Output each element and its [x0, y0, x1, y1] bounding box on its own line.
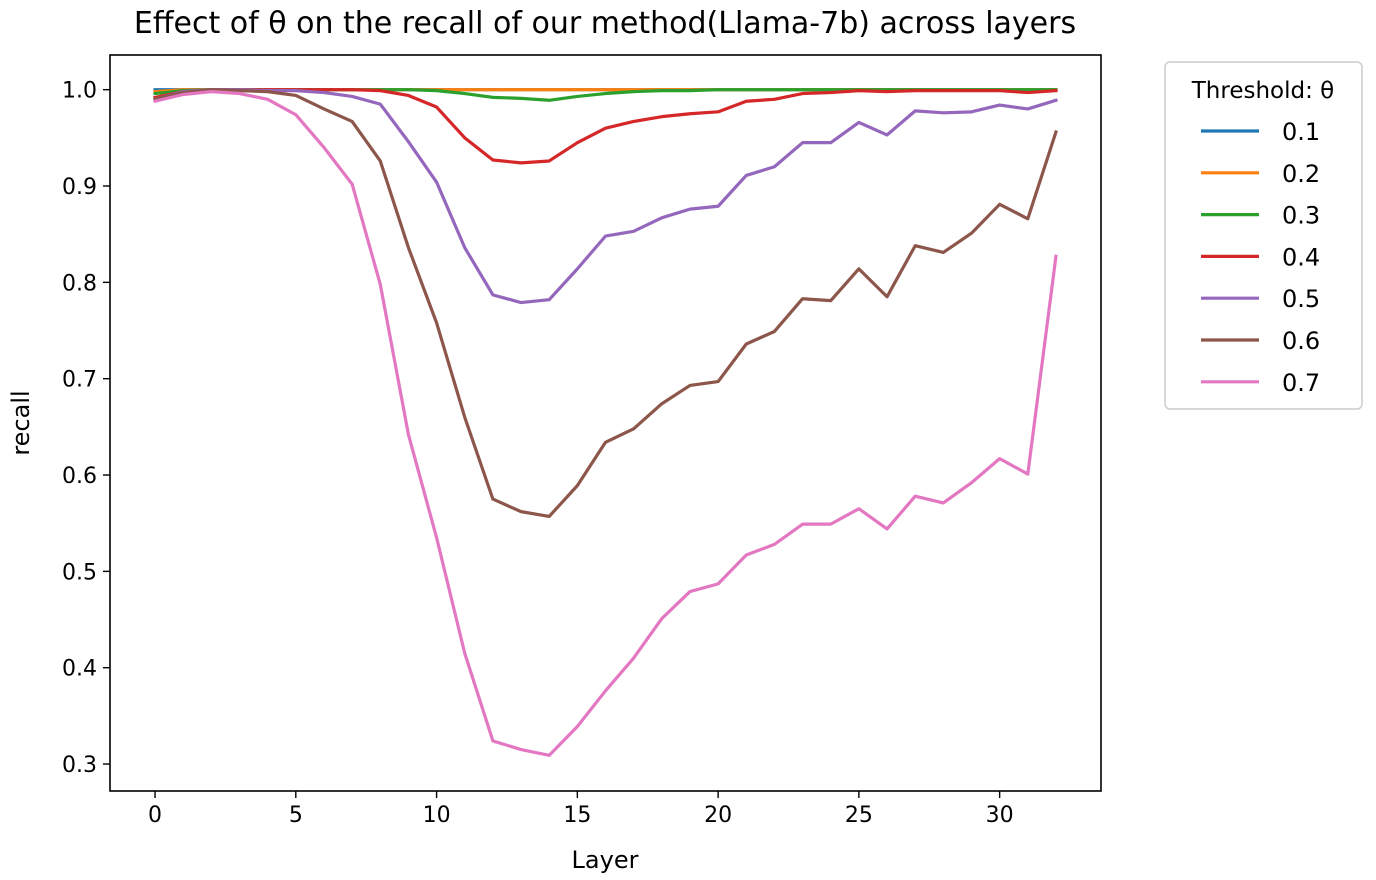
legend-label: 0.3	[1282, 202, 1320, 230]
legend-label: 0.5	[1282, 285, 1320, 313]
x-tick-label: 10	[423, 803, 451, 828]
legend-item-0-3: 0.3	[1201, 202, 1320, 230]
legend-label: 0.6	[1282, 327, 1320, 355]
legend-item-0-6: 0.6	[1201, 327, 1320, 355]
legend-item-0-2: 0.2	[1201, 160, 1320, 188]
legend-label: 0.2	[1282, 160, 1320, 188]
plot-area: 0 5 10 15 20 25 30 0.3 0.4 0.5 0.6 0.7 0.8 0.9 1.0	[62, 54, 1102, 828]
legend-box	[1164, 61, 1363, 410]
legend-label: 0.1	[1282, 118, 1320, 146]
series-line-0-6	[153, 88, 1058, 519]
legend-label: 0.4	[1282, 243, 1320, 271]
legend-item-0-4: 0.4	[1201, 243, 1320, 271]
x-tick-label: 20	[704, 803, 732, 828]
y-tick-label: 0.7	[62, 368, 97, 393]
x-tick-label: 25	[845, 803, 873, 828]
legend-items: 0.1 0.2 0.3 0.4 0.5 0.6 0.7	[1201, 118, 1320, 397]
x-tick-label: 15	[563, 803, 591, 828]
legend: Threshold: θ 0.1 0.2 0.3 0.4 0.5 0.6 0.7	[1164, 61, 1363, 410]
x-tick-label: 5	[289, 803, 303, 828]
x-axis-label: Layer	[572, 846, 639, 874]
legend-label: 0.7	[1282, 369, 1320, 397]
plot-frame	[109, 54, 1102, 792]
series-line-0-4	[153, 88, 1058, 165]
x-tick-label: 0	[148, 803, 162, 828]
chart-title: Effect of θ on the recall of our method(…	[134, 6, 1076, 41]
legend-title: Threshold: θ	[1191, 78, 1334, 104]
y-axis-label: recall	[7, 390, 35, 455]
y-tick-label: 0.4	[62, 657, 97, 682]
series-line-0-5	[153, 88, 1058, 305]
legend-item-0-7: 0.7	[1201, 369, 1320, 397]
y-tick-label: 0.5	[62, 560, 97, 585]
y-tick-label: 0.3	[62, 753, 97, 778]
series-lines	[153, 88, 1058, 757]
y-tick-label: 0.6	[62, 464, 97, 489]
legend-item-0-5: 0.5	[1201, 285, 1320, 313]
y-tick-label: 1.0	[62, 79, 97, 104]
legend-item-0-1: 0.1	[1201, 118, 1320, 146]
series-line-0-7	[153, 90, 1058, 757]
y-tick-label: 0.9	[62, 175, 97, 200]
y-tick-label: 0.8	[62, 271, 97, 296]
x-tick-label: 30	[986, 803, 1014, 828]
